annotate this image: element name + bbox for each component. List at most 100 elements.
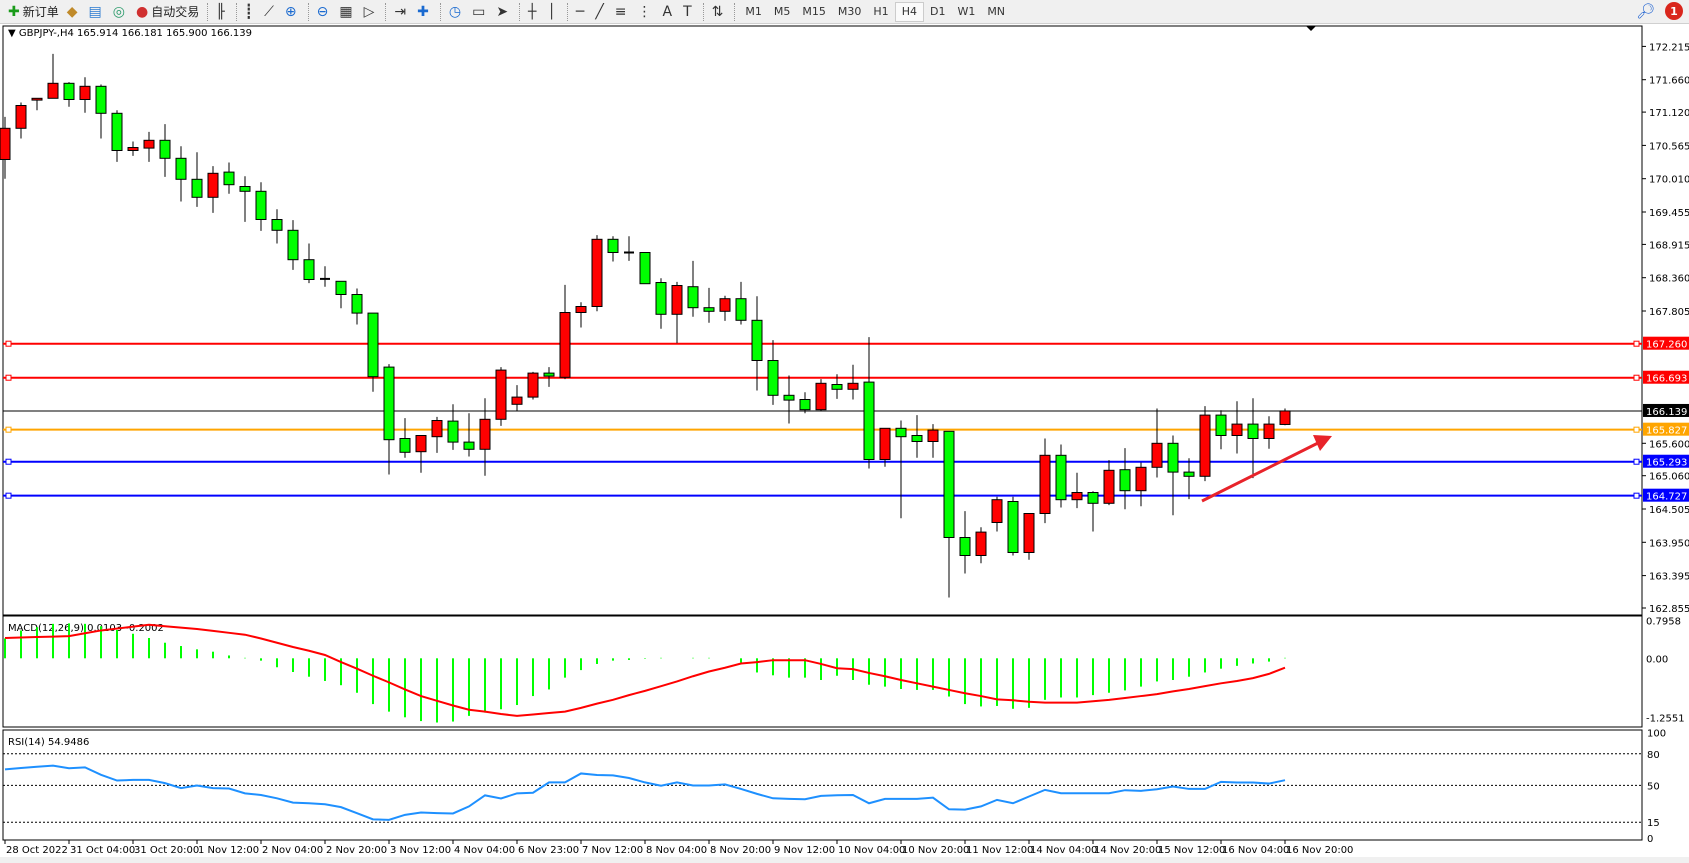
vertical-line-button[interactable]: │ bbox=[543, 1, 562, 23]
autoscroll-button[interactable]: ▷ bbox=[360, 1, 382, 23]
text-button[interactable]: A bbox=[659, 1, 680, 23]
candle-body bbox=[1055, 454, 1067, 501]
price-tick-label: 171.660 bbox=[1649, 76, 1689, 87]
candle-body bbox=[751, 319, 763, 361]
time-label: 2 Nov 04:00 bbox=[262, 845, 323, 856]
macd-panel bbox=[2, 615, 1643, 728]
trend-arrow-head-icon bbox=[1313, 435, 1332, 451]
candle bbox=[1055, 444, 1067, 508]
navigator-button[interactable]: ▤ bbox=[85, 1, 109, 23]
tile-windows-button[interactable]: ▦ bbox=[335, 1, 359, 23]
timeframe-m30[interactable]: M30 bbox=[837, 5, 862, 18]
timeframe-m15[interactable]: M15 bbox=[802, 5, 826, 18]
candle-body bbox=[863, 381, 875, 461]
text-icon: A bbox=[662, 3, 673, 20]
candle bbox=[783, 375, 795, 424]
timeframe-w1[interactable]: W1 bbox=[957, 5, 976, 18]
candle bbox=[1167, 435, 1179, 516]
candle-body bbox=[271, 219, 283, 231]
timeframe-m5[interactable]: M5 bbox=[773, 5, 791, 18]
candle-body bbox=[383, 366, 395, 441]
rsi-line bbox=[4, 764, 1286, 821]
periods-button[interactable]: ◷ bbox=[445, 1, 468, 23]
candle bbox=[767, 340, 779, 405]
price-tag bbox=[1643, 370, 1689, 384]
periods-icon: ◷ bbox=[448, 3, 462, 20]
market-watch-button[interactable]: ◆ bbox=[63, 1, 85, 23]
zoom-out-button[interactable]: ⊖ bbox=[313, 1, 336, 23]
candle-body bbox=[111, 112, 123, 152]
candle bbox=[655, 278, 667, 329]
trendline-button[interactable]: ╱ bbox=[591, 1, 610, 23]
market-watch-icon: ◆ bbox=[66, 3, 78, 20]
candle bbox=[223, 162, 235, 194]
time-label: 14 Nov 20:00 bbox=[1094, 845, 1161, 856]
indicators-icon: ✚ bbox=[417, 3, 429, 20]
crosshair-icon: ┼ bbox=[528, 3, 537, 20]
zoom-in-button[interactable]: ⊕ bbox=[281, 1, 304, 23]
line-chart-button[interactable]: ⟋ bbox=[260, 1, 281, 23]
candle-body bbox=[895, 427, 907, 438]
candle bbox=[127, 141, 139, 156]
level-handle-left bbox=[5, 340, 12, 347]
candle bbox=[159, 124, 171, 177]
candle-body bbox=[15, 105, 27, 129]
candle-body bbox=[239, 186, 251, 192]
candle-body bbox=[767, 360, 779, 396]
trend-arrow-line bbox=[1201, 441, 1319, 503]
autotrading-button[interactable]: ● 自动交易 bbox=[132, 1, 203, 23]
candle bbox=[959, 511, 971, 574]
level-handle-right bbox=[1633, 426, 1640, 433]
horizontal-line-button[interactable]: ─ bbox=[572, 1, 591, 23]
notification-badge[interactable]: 1 bbox=[1665, 2, 1683, 20]
signal-button[interactable]: ◎ bbox=[109, 1, 132, 23]
candle bbox=[431, 416, 443, 453]
chart-shift-button[interactable]: ⇥ bbox=[390, 1, 413, 23]
new-order-button[interactable]: ✚ 新订单 bbox=[4, 1, 63, 23]
candle-body bbox=[655, 282, 667, 315]
templates-button[interactable]: ▭ bbox=[468, 1, 492, 23]
timeframe-h1[interactable]: H1 bbox=[873, 5, 889, 18]
price-tag bbox=[1643, 422, 1689, 436]
candle bbox=[1087, 491, 1099, 532]
time-label: 31 Oct 04:00 bbox=[70, 845, 135, 856]
bar-chart-button[interactable]: ╟ bbox=[212, 1, 231, 23]
fibo-fan-button[interactable]: ⋮ bbox=[634, 1, 659, 23]
chart-window[interactable]: ▼ GBPJPY-,H4 165.914 166.181 165.900 166… bbox=[0, 24, 1689, 863]
toolbar: ✚ 新订单 ◆ ▤ ◎ ● 自动交易 ╟ ┋ ⟋ ⊕ ⊖ ▦ ▷ ⇥ ✚ ◷ ▭ ➤ ┼ │ ─ ╱ ≡ ⋮ A T ⇅ M1 M5 M15… bbox=[0, 0, 1689, 24]
candle-body bbox=[1119, 469, 1131, 492]
price-tick-label: 168.360 bbox=[1649, 274, 1689, 285]
candle bbox=[895, 420, 907, 519]
candle bbox=[1183, 458, 1195, 500]
timeframe-h4[interactable]: H4 bbox=[894, 1, 924, 22]
indicators-button[interactable]: ✚ bbox=[413, 1, 436, 23]
search-icon[interactable]: 🔎︎ bbox=[1635, 2, 1655, 20]
candle-body bbox=[847, 382, 859, 390]
time-label: 8 Nov 20:00 bbox=[710, 845, 771, 856]
time-label: 2 Nov 20:00 bbox=[326, 845, 387, 856]
candlestick-button[interactable]: ┋ bbox=[241, 1, 260, 23]
timeframe-d1[interactable]: D1 bbox=[929, 5, 946, 18]
level-handle-right bbox=[1633, 340, 1640, 347]
cursor-button[interactable]: ➤ bbox=[492, 1, 515, 23]
candle-body bbox=[447, 420, 459, 443]
candle-body bbox=[1103, 469, 1115, 504]
text-label-button[interactable]: T bbox=[679, 1, 699, 23]
chart-canvas[interactable]: ▼ GBPJPY-,H4 165.914 166.181 165.900 166… bbox=[0, 24, 1689, 863]
timeframe-mn[interactable]: MN bbox=[987, 5, 1006, 18]
candle-body bbox=[687, 286, 699, 309]
zoom-in-icon: ⊕ bbox=[284, 3, 297, 20]
candle bbox=[1007, 496, 1019, 556]
candle bbox=[1247, 398, 1259, 479]
macd-signal-line bbox=[4, 623, 1286, 717]
candle-body bbox=[1215, 414, 1227, 437]
cursor-icon: ➤ bbox=[496, 3, 509, 20]
candle-body bbox=[607, 238, 619, 254]
crosshair-button[interactable]: ┼ bbox=[524, 1, 543, 23]
timeframe-m1[interactable]: M1 bbox=[745, 5, 762, 18]
candle-body bbox=[975, 531, 987, 557]
arrows-button[interactable]: ⇅ bbox=[708, 1, 731, 23]
fibonacci-button[interactable]: ≡ bbox=[611, 1, 634, 23]
candle bbox=[799, 392, 811, 414]
candle bbox=[415, 435, 427, 473]
